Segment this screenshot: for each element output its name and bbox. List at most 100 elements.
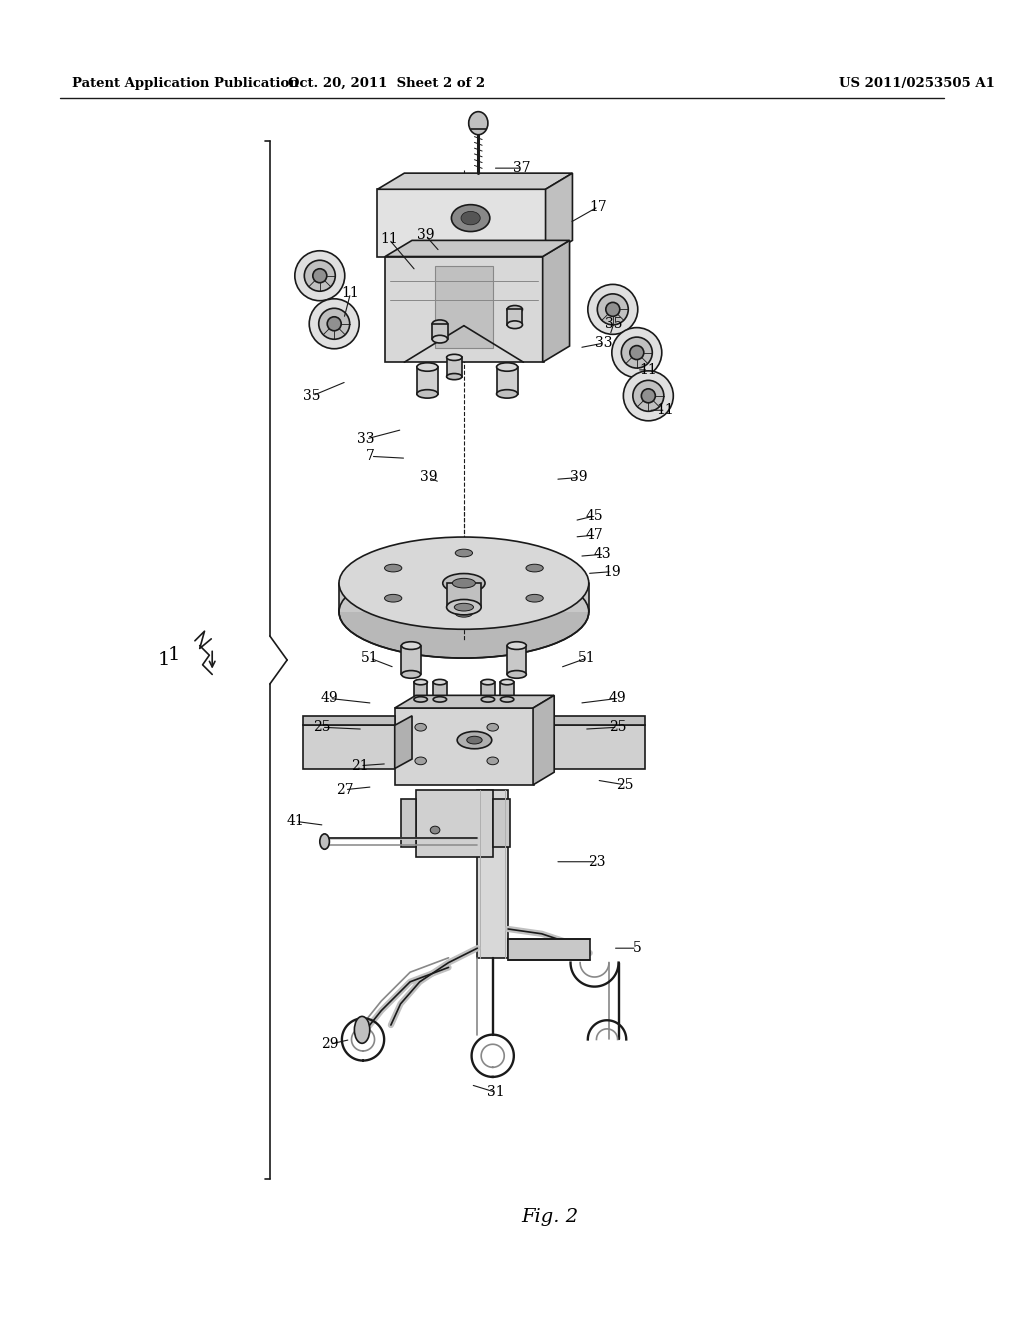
Polygon shape bbox=[303, 715, 394, 725]
Ellipse shape bbox=[385, 594, 401, 602]
Ellipse shape bbox=[507, 321, 522, 329]
Bar bbox=[507, 309, 522, 325]
Ellipse shape bbox=[295, 251, 345, 301]
Ellipse shape bbox=[309, 298, 359, 348]
Text: 33: 33 bbox=[357, 432, 375, 446]
Ellipse shape bbox=[415, 758, 426, 764]
Text: 7: 7 bbox=[367, 449, 375, 463]
Text: US 2011/0253505 A1: US 2011/0253505 A1 bbox=[839, 77, 994, 90]
Ellipse shape bbox=[501, 680, 514, 685]
Ellipse shape bbox=[401, 671, 421, 678]
Text: 31: 31 bbox=[486, 1085, 505, 1100]
Bar bbox=[394, 708, 535, 785]
Ellipse shape bbox=[455, 603, 473, 611]
Ellipse shape bbox=[456, 610, 472, 618]
Ellipse shape bbox=[588, 284, 638, 334]
Polygon shape bbox=[378, 173, 572, 189]
Ellipse shape bbox=[328, 317, 341, 331]
Ellipse shape bbox=[481, 680, 495, 685]
Text: 39: 39 bbox=[417, 228, 434, 243]
Text: 49: 49 bbox=[321, 692, 338, 705]
Text: 19: 19 bbox=[603, 565, 621, 578]
Bar bbox=[508, 939, 590, 960]
Text: Oct. 20, 2011  Sheet 2 of 2: Oct. 20, 2011 Sheet 2 of 2 bbox=[289, 77, 485, 90]
Text: 35: 35 bbox=[303, 389, 321, 403]
Text: 43: 43 bbox=[594, 548, 611, 561]
Ellipse shape bbox=[312, 269, 327, 282]
Bar bbox=[501, 682, 514, 700]
Bar bbox=[481, 682, 495, 700]
Ellipse shape bbox=[417, 363, 438, 371]
Bar bbox=[554, 725, 645, 768]
Text: 27: 27 bbox=[336, 783, 353, 797]
Text: 47: 47 bbox=[586, 528, 603, 543]
Ellipse shape bbox=[526, 564, 544, 572]
Text: 41: 41 bbox=[287, 814, 305, 829]
Text: 25: 25 bbox=[313, 721, 331, 734]
Bar bbox=[435, 267, 493, 347]
Ellipse shape bbox=[385, 564, 401, 572]
Text: 39: 39 bbox=[570, 470, 588, 484]
Text: 29: 29 bbox=[321, 1038, 338, 1051]
Ellipse shape bbox=[433, 680, 446, 685]
Text: 17: 17 bbox=[590, 199, 607, 214]
Polygon shape bbox=[394, 715, 412, 768]
Ellipse shape bbox=[501, 697, 514, 702]
Polygon shape bbox=[554, 715, 645, 725]
Text: 33: 33 bbox=[595, 337, 613, 350]
Ellipse shape bbox=[452, 205, 489, 231]
Bar bbox=[401, 645, 421, 675]
Ellipse shape bbox=[417, 389, 438, 399]
Ellipse shape bbox=[633, 380, 664, 412]
Ellipse shape bbox=[469, 112, 487, 135]
Polygon shape bbox=[394, 696, 554, 708]
Text: 51: 51 bbox=[360, 651, 379, 665]
Text: Patent Application Publication: Patent Application Publication bbox=[72, 77, 299, 90]
Ellipse shape bbox=[354, 1016, 370, 1043]
Text: 49: 49 bbox=[609, 692, 627, 705]
Ellipse shape bbox=[401, 642, 421, 649]
Ellipse shape bbox=[442, 574, 485, 593]
Ellipse shape bbox=[507, 305, 522, 313]
Ellipse shape bbox=[433, 697, 446, 702]
Polygon shape bbox=[543, 240, 569, 362]
Ellipse shape bbox=[624, 371, 674, 421]
Ellipse shape bbox=[611, 327, 662, 378]
Ellipse shape bbox=[414, 680, 427, 685]
Ellipse shape bbox=[487, 758, 499, 764]
Text: 1: 1 bbox=[168, 647, 180, 664]
Ellipse shape bbox=[414, 697, 427, 702]
Ellipse shape bbox=[467, 737, 482, 744]
Ellipse shape bbox=[606, 302, 620, 317]
Bar bbox=[339, 583, 589, 612]
Ellipse shape bbox=[339, 566, 589, 659]
Text: 25: 25 bbox=[609, 721, 627, 734]
Bar bbox=[401, 800, 416, 847]
Ellipse shape bbox=[304, 260, 335, 292]
Text: 11: 11 bbox=[656, 403, 675, 417]
Ellipse shape bbox=[432, 335, 447, 343]
Bar bbox=[378, 189, 546, 256]
Text: 1: 1 bbox=[158, 651, 170, 669]
Ellipse shape bbox=[481, 697, 495, 702]
Text: 5: 5 bbox=[633, 941, 641, 956]
Ellipse shape bbox=[641, 389, 655, 403]
Ellipse shape bbox=[339, 537, 589, 630]
Ellipse shape bbox=[526, 594, 544, 602]
Ellipse shape bbox=[461, 211, 480, 224]
Ellipse shape bbox=[446, 599, 481, 615]
Ellipse shape bbox=[446, 374, 462, 380]
Bar bbox=[432, 323, 447, 339]
Ellipse shape bbox=[432, 319, 447, 327]
Text: 39: 39 bbox=[420, 470, 437, 484]
Bar bbox=[477, 789, 508, 958]
Bar bbox=[446, 358, 462, 376]
Ellipse shape bbox=[622, 337, 652, 368]
Ellipse shape bbox=[319, 834, 330, 849]
Bar bbox=[446, 583, 481, 607]
Ellipse shape bbox=[415, 723, 426, 731]
Ellipse shape bbox=[507, 642, 526, 649]
Bar bbox=[414, 682, 427, 700]
Ellipse shape bbox=[497, 363, 518, 371]
Text: Fig. 2: Fig. 2 bbox=[522, 1208, 579, 1226]
